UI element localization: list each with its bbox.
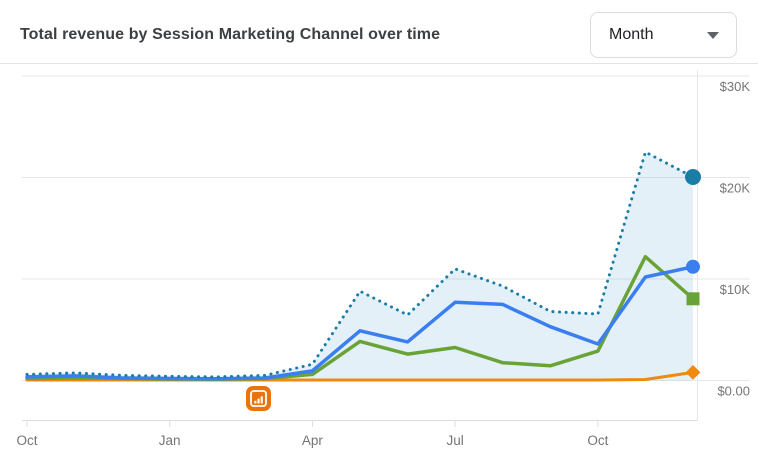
annotation-icon-bar <box>257 398 260 404</box>
chevron-down-icon <box>707 31 719 39</box>
series-line-total-dotted <box>25 150 695 379</box>
series-line-blue-solid <box>25 265 695 381</box>
chart-annotation-icon[interactable] <box>246 386 271 411</box>
annotation-icon-bar <box>260 396 263 404</box>
header-divider <box>0 63 758 64</box>
end-marker-diamond-orange-solid[interactable] <box>685 365 701 380</box>
y-axis-label: $30K <box>720 79 751 94</box>
x-axis-label: Oct <box>587 433 608 448</box>
y-axis-label: $20K <box>720 181 751 196</box>
granularity-dropdown-label: Month <box>609 26 654 43</box>
end-marker-circle-total-dotted[interactable] <box>685 169 701 185</box>
x-axis-label: Oct <box>16 433 37 448</box>
annotation-icon-frame <box>250 390 267 407</box>
x-axis-label: Jan <box>159 433 181 448</box>
y-axis-label: $0.00 <box>717 384 750 399</box>
total-area-fill <box>27 152 693 381</box>
x-axis-label: Apr <box>302 433 324 448</box>
annotation-icon-background <box>246 386 271 411</box>
chart-title: Total revenue by Session Marketing Chann… <box>20 26 441 43</box>
end-marker-circle-blue-solid[interactable] <box>686 259 700 274</box>
end-marker-square-green-solid[interactable] <box>686 292 700 306</box>
y-axis-label: $10K <box>720 282 751 297</box>
annotation-icon-bar <box>254 400 257 404</box>
x-axis-label: Jul <box>446 433 463 448</box>
granularity-dropdown[interactable]: Month <box>590 12 737 58</box>
